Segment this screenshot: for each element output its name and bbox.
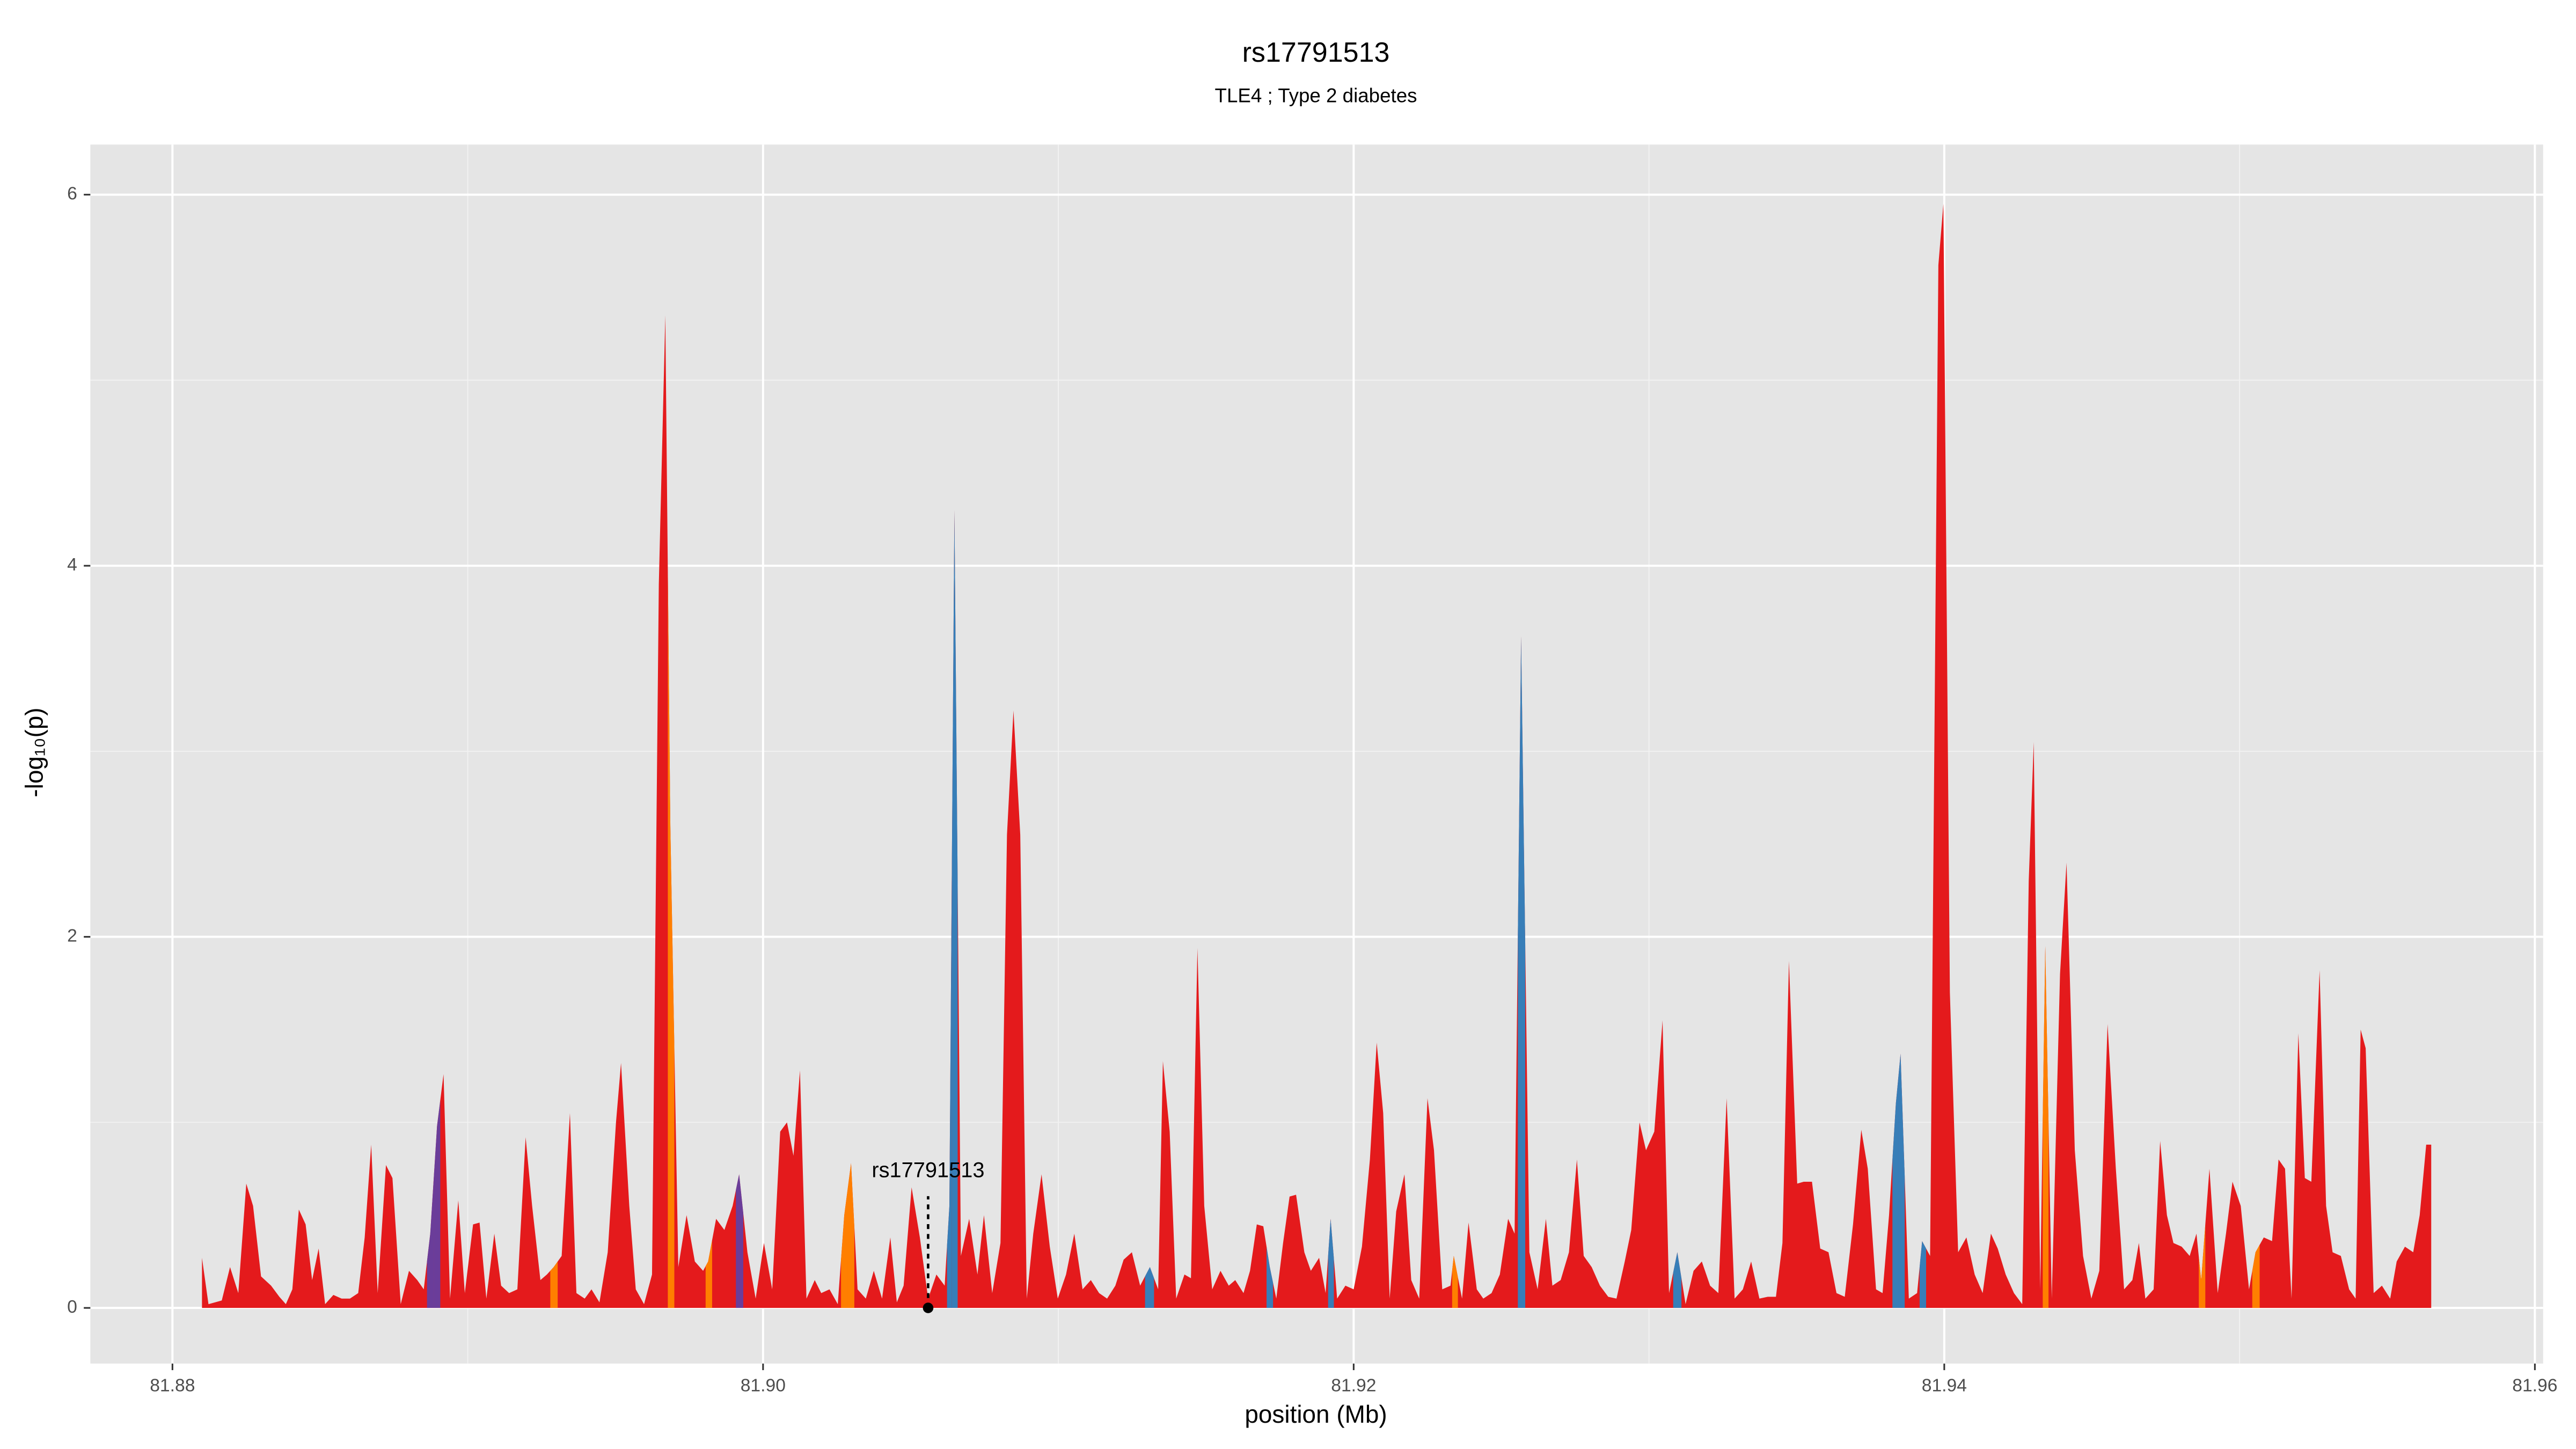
highlighted-spike [847, 1163, 854, 1308]
highlighted-spike [2043, 946, 2049, 1308]
highlighted-spike [1898, 1053, 1905, 1308]
y-tick-label: 2 [67, 926, 77, 946]
x-tick-label: 81.96 [2512, 1376, 2557, 1396]
highlighted-spike [434, 1100, 441, 1308]
highlighted-spike [841, 1189, 848, 1308]
highlighted-spike [1267, 1247, 1274, 1308]
highlighted-spike [1518, 636, 1526, 1308]
y-tick-label: 4 [67, 555, 77, 575]
highlighted-spike [1328, 1219, 1334, 1308]
annotation-point [923, 1302, 934, 1313]
x-tick-label: 81.88 [150, 1376, 195, 1396]
chart-subtitle: TLE4 ; Type 2 diabetes [1215, 84, 1417, 106]
highlighted-spike [427, 1180, 434, 1308]
x-axis-label: position (Mb) [1245, 1400, 1387, 1428]
highlighted-spike [947, 858, 952, 1308]
highlighted-spike [668, 570, 675, 1308]
highlighted-spike [705, 1240, 712, 1308]
highlighted-spike [952, 510, 958, 1308]
annotation-label: rs17791513 [872, 1159, 984, 1182]
highlighted-spike [2199, 1224, 2206, 1308]
highlighted-spike [1892, 1079, 1899, 1308]
y-tick-label: 0 [67, 1297, 77, 1317]
marks: rs17791513 [202, 204, 2432, 1313]
x-tick-label: 81.94 [1922, 1376, 1967, 1396]
highlighted-spike [2252, 1245, 2260, 1308]
y-axis-label: -log₁₀(p) [20, 707, 48, 797]
axes: 81.88 81.90 81.92 81.94 81.96 0 2 4 6 [67, 184, 2557, 1396]
highlighted-spike [736, 1174, 743, 1308]
highlighted-spike [1673, 1252, 1682, 1308]
plot-panel [90, 144, 2543, 1364]
y-tick-label: 6 [67, 184, 77, 204]
highlighted-spike [1452, 1256, 1458, 1308]
x-tick-label: 81.92 [1331, 1376, 1376, 1396]
x-tick-label: 81.90 [741, 1376, 786, 1396]
chart-title: rs17791513 [1242, 37, 1390, 68]
highlighted-spike [550, 1261, 558, 1308]
highlighted-spike [1919, 1241, 1927, 1308]
area [202, 204, 2432, 1308]
highlighted-spike [1145, 1267, 1154, 1308]
